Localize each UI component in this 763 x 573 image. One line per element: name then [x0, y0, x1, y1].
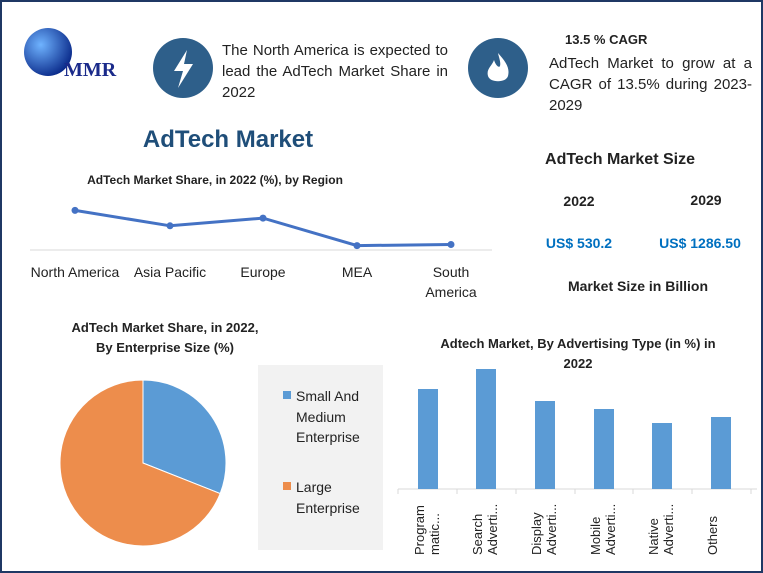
bar: [652, 423, 672, 489]
bar: [594, 409, 614, 489]
main-title: AdTech Market: [142, 126, 314, 153]
x-tick-label: Europe: [240, 264, 286, 280]
x-tick-label: MEA: [341, 264, 373, 280]
slice: [59, 379, 221, 547]
point: [447, 241, 455, 248]
x-tick-label: South America: [425, 264, 477, 300]
note: AdTech Market to grow at a CAGR of 13.5%…: [549, 55, 752, 114]
x-tick-label: Asia Pacific: [133, 264, 207, 280]
size-title: AdTech Market Size: [545, 151, 695, 168]
note: The North America is expected to lead th…: [222, 42, 448, 101]
bar: [476, 369, 496, 489]
amount: US$ 1286.50: [659, 235, 741, 251]
amount: US$ 530.2: [545, 235, 613, 251]
point: [259, 214, 267, 222]
bolt: [174, 50, 193, 88]
year: 2029: [690, 192, 722, 208]
point: [353, 242, 361, 250]
x-tick-label: North America: [30, 264, 120, 280]
legend-label: Large Enterprise: [296, 479, 360, 516]
year: 2022: [563, 193, 595, 209]
cagr-title: 13.5 % CAGR: [565, 32, 648, 47]
point: [71, 206, 79, 214]
logo-globe: [24, 28, 72, 76]
chart-title: Adtech Market, By Advertising Type (in %…: [440, 336, 716, 371]
bar: [418, 389, 438, 489]
chart-title: AdTech Market Share, in 2022, By Enterpr…: [71, 320, 259, 355]
legend-marker: [283, 482, 291, 490]
flame: [487, 53, 509, 82]
slice: [142, 379, 227, 495]
bar: [535, 401, 555, 489]
x-tick-label: Mobile Adverti...: [588, 503, 618, 555]
x-tick-label: Native Adverti...: [646, 503, 676, 555]
point: [166, 222, 174, 230]
x-tick-label: Display Adverti...: [529, 503, 559, 555]
x-tick-label: Program matic...: [412, 505, 442, 555]
logo-text: MMR: [64, 59, 117, 81]
chart-title: AdTech Market Share, in 2022 (%), by Reg…: [87, 173, 343, 187]
x-tick-label: Others: [705, 515, 720, 555]
unit: Market Size in Billion: [567, 278, 709, 294]
legend-label: Small And Medium Enterprise: [296, 388, 360, 445]
bar: [711, 417, 731, 489]
legend-box: [258, 365, 383, 550]
x-tick-label: Search Adverti...: [470, 503, 500, 555]
legend-marker: [283, 391, 291, 399]
